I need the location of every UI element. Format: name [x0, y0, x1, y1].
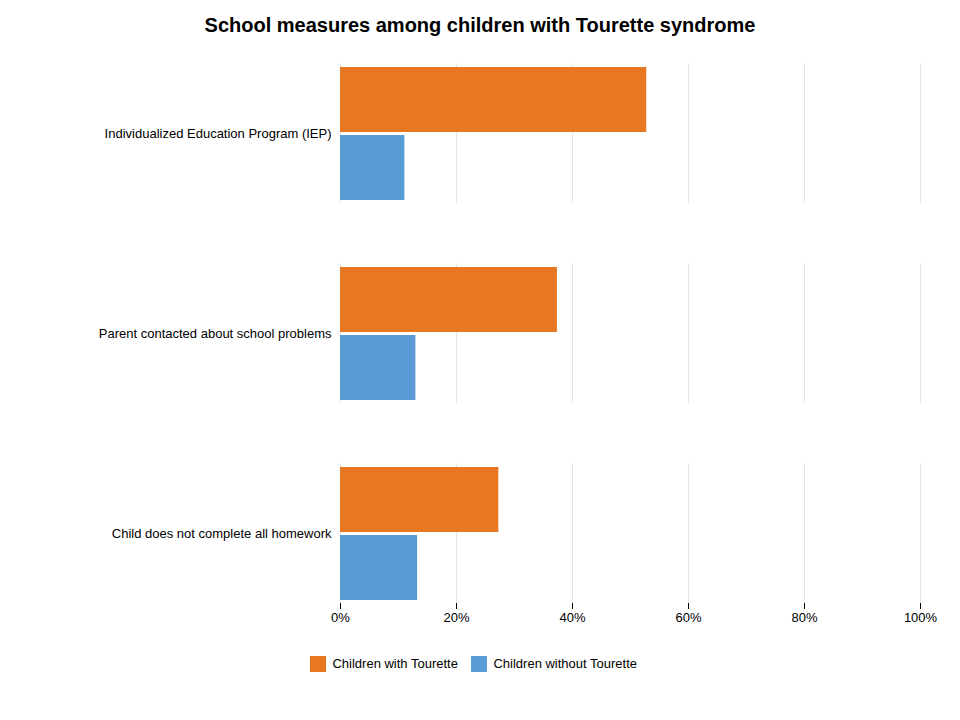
- html-text:Children with Tourette: Children with Tourette: [332, 656, 458, 671]
- svg-text:Child does not complete all ho: Child does not complete all homework: [112, 526, 332, 541]
- svg-text:100%: 100%: [904, 610, 938, 625]
- svg-text:80%: 80%: [791, 610, 817, 625]
- svg-text:40%: 40%: [559, 610, 585, 625]
- html-text:School measures among children: School measures among children with Tour…: [204, 14, 756, 36]
- svg-text:0%: 0%: [331, 610, 350, 625]
- svg-text:Individualized Education Progr: Individualized Education Program (IEP): [105, 126, 332, 141]
- svg-text:Parent contacted about school: Parent contacted about school problems: [99, 326, 332, 341]
- svg-text:60%: 60%: [675, 610, 701, 625]
- svg-text:20%: 20%: [443, 610, 469, 625]
- html-text:Children without Tourette: Children without Tourette: [493, 656, 637, 671]
